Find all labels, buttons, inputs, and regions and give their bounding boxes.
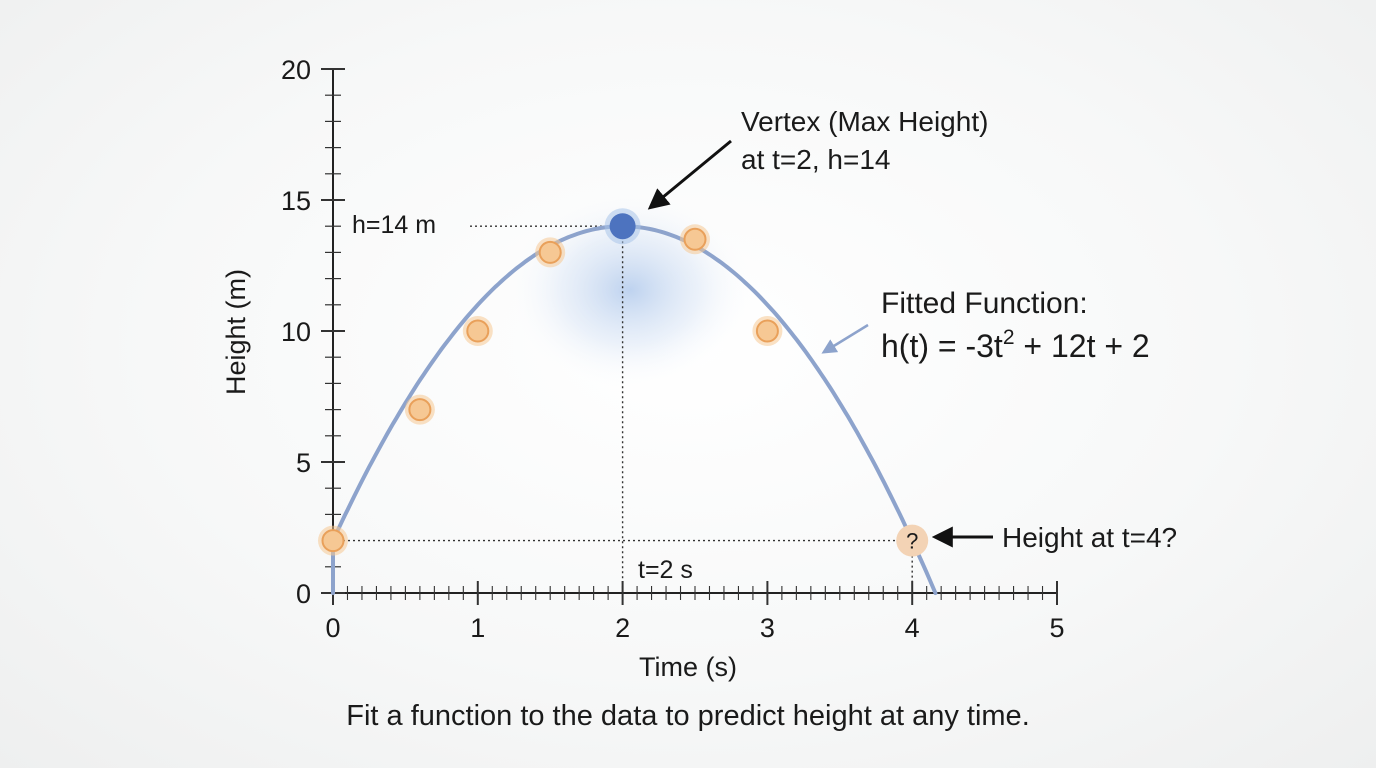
fit-equation: h(t) = -3t2 + 12t + 2 xyxy=(881,326,1150,364)
fit-title: Fitted Function: xyxy=(881,287,1088,320)
reference-lines xyxy=(333,225,913,593)
fit-arrow xyxy=(821,323,869,354)
y-tick-label: 10 xyxy=(281,317,311,347)
y-tick-label: 20 xyxy=(281,55,311,85)
vertex-annotation-line2: at t=2, h=14 xyxy=(741,144,890,175)
unknown-point xyxy=(896,524,929,557)
unknown-point-label: ? xyxy=(906,529,918,554)
question-annotation: Height at t=4? xyxy=(1002,522,1177,553)
vertex-annotation-line1: Vertex (Max Height) xyxy=(741,106,988,137)
y-tick-label: 0 xyxy=(296,579,311,609)
data-point xyxy=(466,319,490,343)
y-tick-label: 5 xyxy=(296,448,311,478)
x-tick-label: 5 xyxy=(1049,613,1064,643)
x-tick-label: 3 xyxy=(760,613,775,643)
x-tick-label: 0 xyxy=(325,613,340,643)
y-axis-label: Height (m) xyxy=(221,269,251,395)
data-point xyxy=(683,227,707,251)
vertex-point xyxy=(609,213,636,240)
data-point xyxy=(538,240,562,264)
axes: 0 5 10 15 20 0 1 2 3 4 5 xyxy=(281,55,1065,643)
t-reference-label: t=2 s xyxy=(638,556,693,584)
data-point xyxy=(321,529,345,553)
h-reference-label: h=14 m xyxy=(352,211,436,239)
data-point xyxy=(755,319,779,343)
x-tick-label: 1 xyxy=(470,613,485,643)
x-tick-label: 2 xyxy=(615,613,630,643)
x-tick-label: 4 xyxy=(905,613,920,643)
data-points: ? xyxy=(318,208,929,557)
y-tick-label: 15 xyxy=(281,186,311,216)
x-axis-label: Time (s) xyxy=(639,652,737,682)
caption: Fit a function to the data to predict he… xyxy=(346,700,1030,732)
data-point xyxy=(408,398,432,422)
vertex-arrow xyxy=(647,139,732,210)
